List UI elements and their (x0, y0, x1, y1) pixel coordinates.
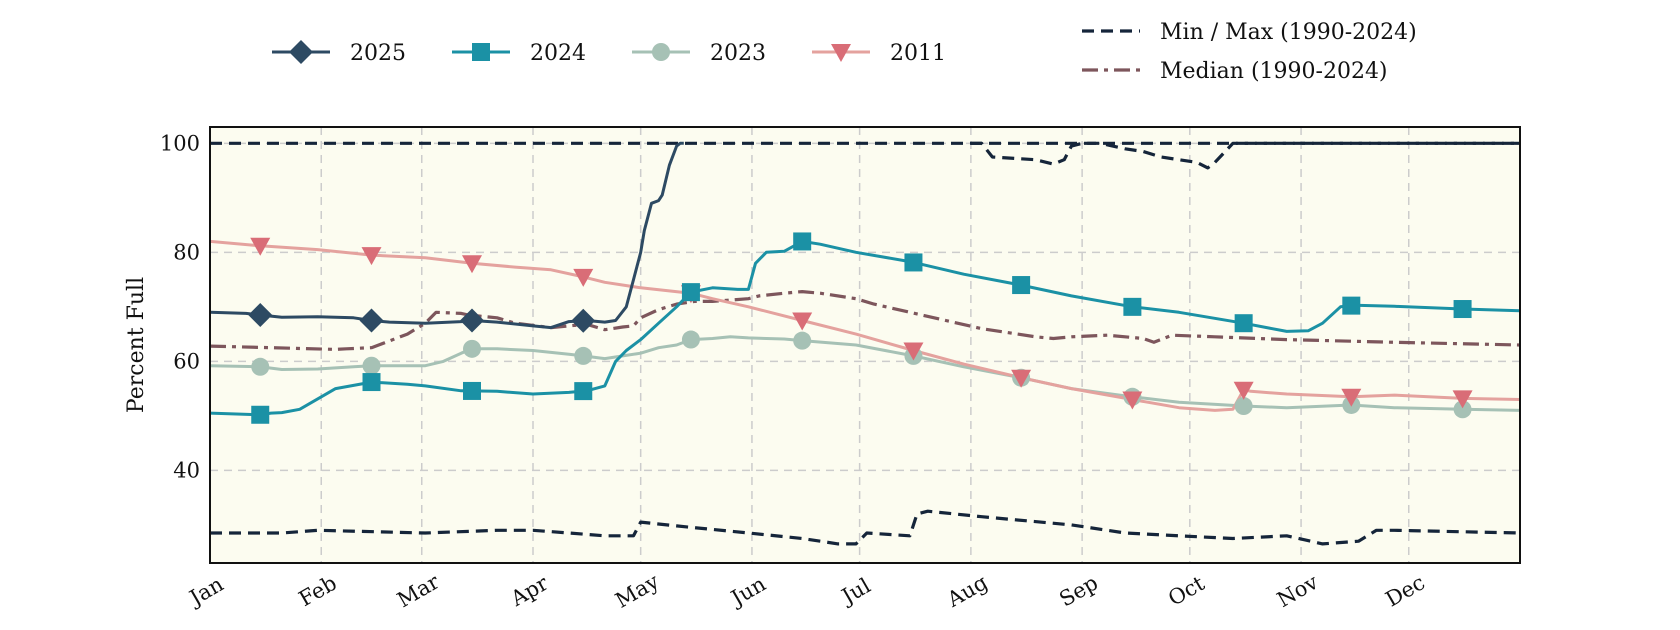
x-tick-label: Sep (1055, 570, 1102, 611)
marker-2023 (574, 346, 593, 365)
marker-2011 (250, 237, 271, 256)
x-tick-label: Apr (506, 570, 553, 611)
marker-2025 (571, 308, 596, 333)
marker-2024 (1342, 296, 1361, 315)
y-tick-label: 40 (173, 458, 200, 482)
marker-2024 (463, 381, 481, 400)
marker-2011 (1011, 369, 1032, 388)
marker-2025 (248, 303, 273, 328)
marker-2023 (463, 339, 481, 358)
legend-item-2024: 2024 (452, 41, 586, 66)
x-tick-label: Aug (942, 570, 991, 612)
x-tick-label: May (611, 569, 663, 613)
legend: 2025 2024 2023 2011 Min / Max (1990-2024) Med… (272, 20, 1417, 84)
legend-marker (289, 40, 313, 64)
marker-2011 (792, 312, 813, 331)
marker-2023 (1453, 400, 1472, 419)
series-line-2025 (210, 141, 684, 330)
marker-2011 (1452, 390, 1473, 409)
marker-2023 (1234, 397, 1253, 416)
legend-label: 2024 (530, 41, 586, 66)
marker-2024 (681, 283, 700, 302)
marker-2011 (903, 342, 924, 361)
marker-2024 (574, 382, 593, 401)
legend-item-median-1990-2024: Median (1990-2024) (1082, 59, 1388, 84)
marker-2011 (1122, 391, 1143, 410)
marker-2024 (904, 253, 923, 272)
marker-2023 (681, 330, 700, 349)
plot-area (210, 127, 1520, 563)
x-tick-label: Feb (295, 571, 341, 611)
marker-layer (248, 232, 1473, 424)
marker-2011 (1341, 388, 1362, 407)
marker-2024 (1453, 300, 1472, 319)
legend-item-2023: 2023 (632, 41, 766, 66)
legend-item-2025: 2025 (272, 40, 406, 66)
legend-label: 2011 (890, 41, 946, 66)
series-line-min-max (970, 141, 1520, 170)
plot-frame (209, 126, 1521, 564)
series-line-2024 (210, 239, 1520, 417)
x-tick-label: Mar (393, 569, 444, 612)
marker-2011 (1233, 381, 1254, 400)
legend-label: 2025 (350, 41, 406, 66)
y-axis-title: Percent Full (124, 277, 149, 413)
y-tick-label: 60 (173, 349, 200, 373)
legend-item-min-max-1990-2024: Min / Max (1990-2024) (1082, 20, 1417, 45)
marker-2023 (362, 356, 381, 375)
marker-2025 (460, 308, 484, 333)
marker-2024 (793, 232, 812, 251)
marker-2011 (573, 268, 594, 287)
x-tick-label: Jan (184, 572, 228, 611)
marker-2024 (1234, 314, 1253, 333)
marker-2025 (359, 308, 384, 333)
legend-marker (472, 43, 490, 61)
marker-2024 (1123, 297, 1142, 316)
marker-2011 (361, 247, 382, 266)
marker-2024 (1012, 276, 1031, 295)
legend-item-2011: 2011 (812, 41, 946, 66)
legend-marker (831, 44, 851, 62)
marker-2024 (362, 373, 381, 392)
legend-marker (652, 43, 670, 61)
legend-label: Min / Max (1990-2024) (1160, 20, 1417, 45)
marker-2024 (251, 405, 270, 424)
x-tick-label: Jun (725, 572, 769, 612)
marker-2011 (462, 255, 482, 274)
series-line-median-1990-2024 (210, 290, 1520, 351)
x-tick-label: Jul (836, 573, 875, 609)
y-tick-label: 100 (160, 131, 200, 155)
marker-2023 (793, 331, 812, 350)
x-tick-label: Oct (1164, 571, 1209, 611)
legend-label: Median (1990-2024) (1160, 59, 1388, 84)
legend-label: 2023 (710, 41, 766, 66)
series-line-2023 (210, 335, 1520, 412)
x-tick-label: Dec (1381, 570, 1429, 611)
y-tick-label: 80 (173, 240, 200, 264)
x-tick-label: Nov (1273, 570, 1322, 612)
marker-2023 (251, 357, 270, 376)
